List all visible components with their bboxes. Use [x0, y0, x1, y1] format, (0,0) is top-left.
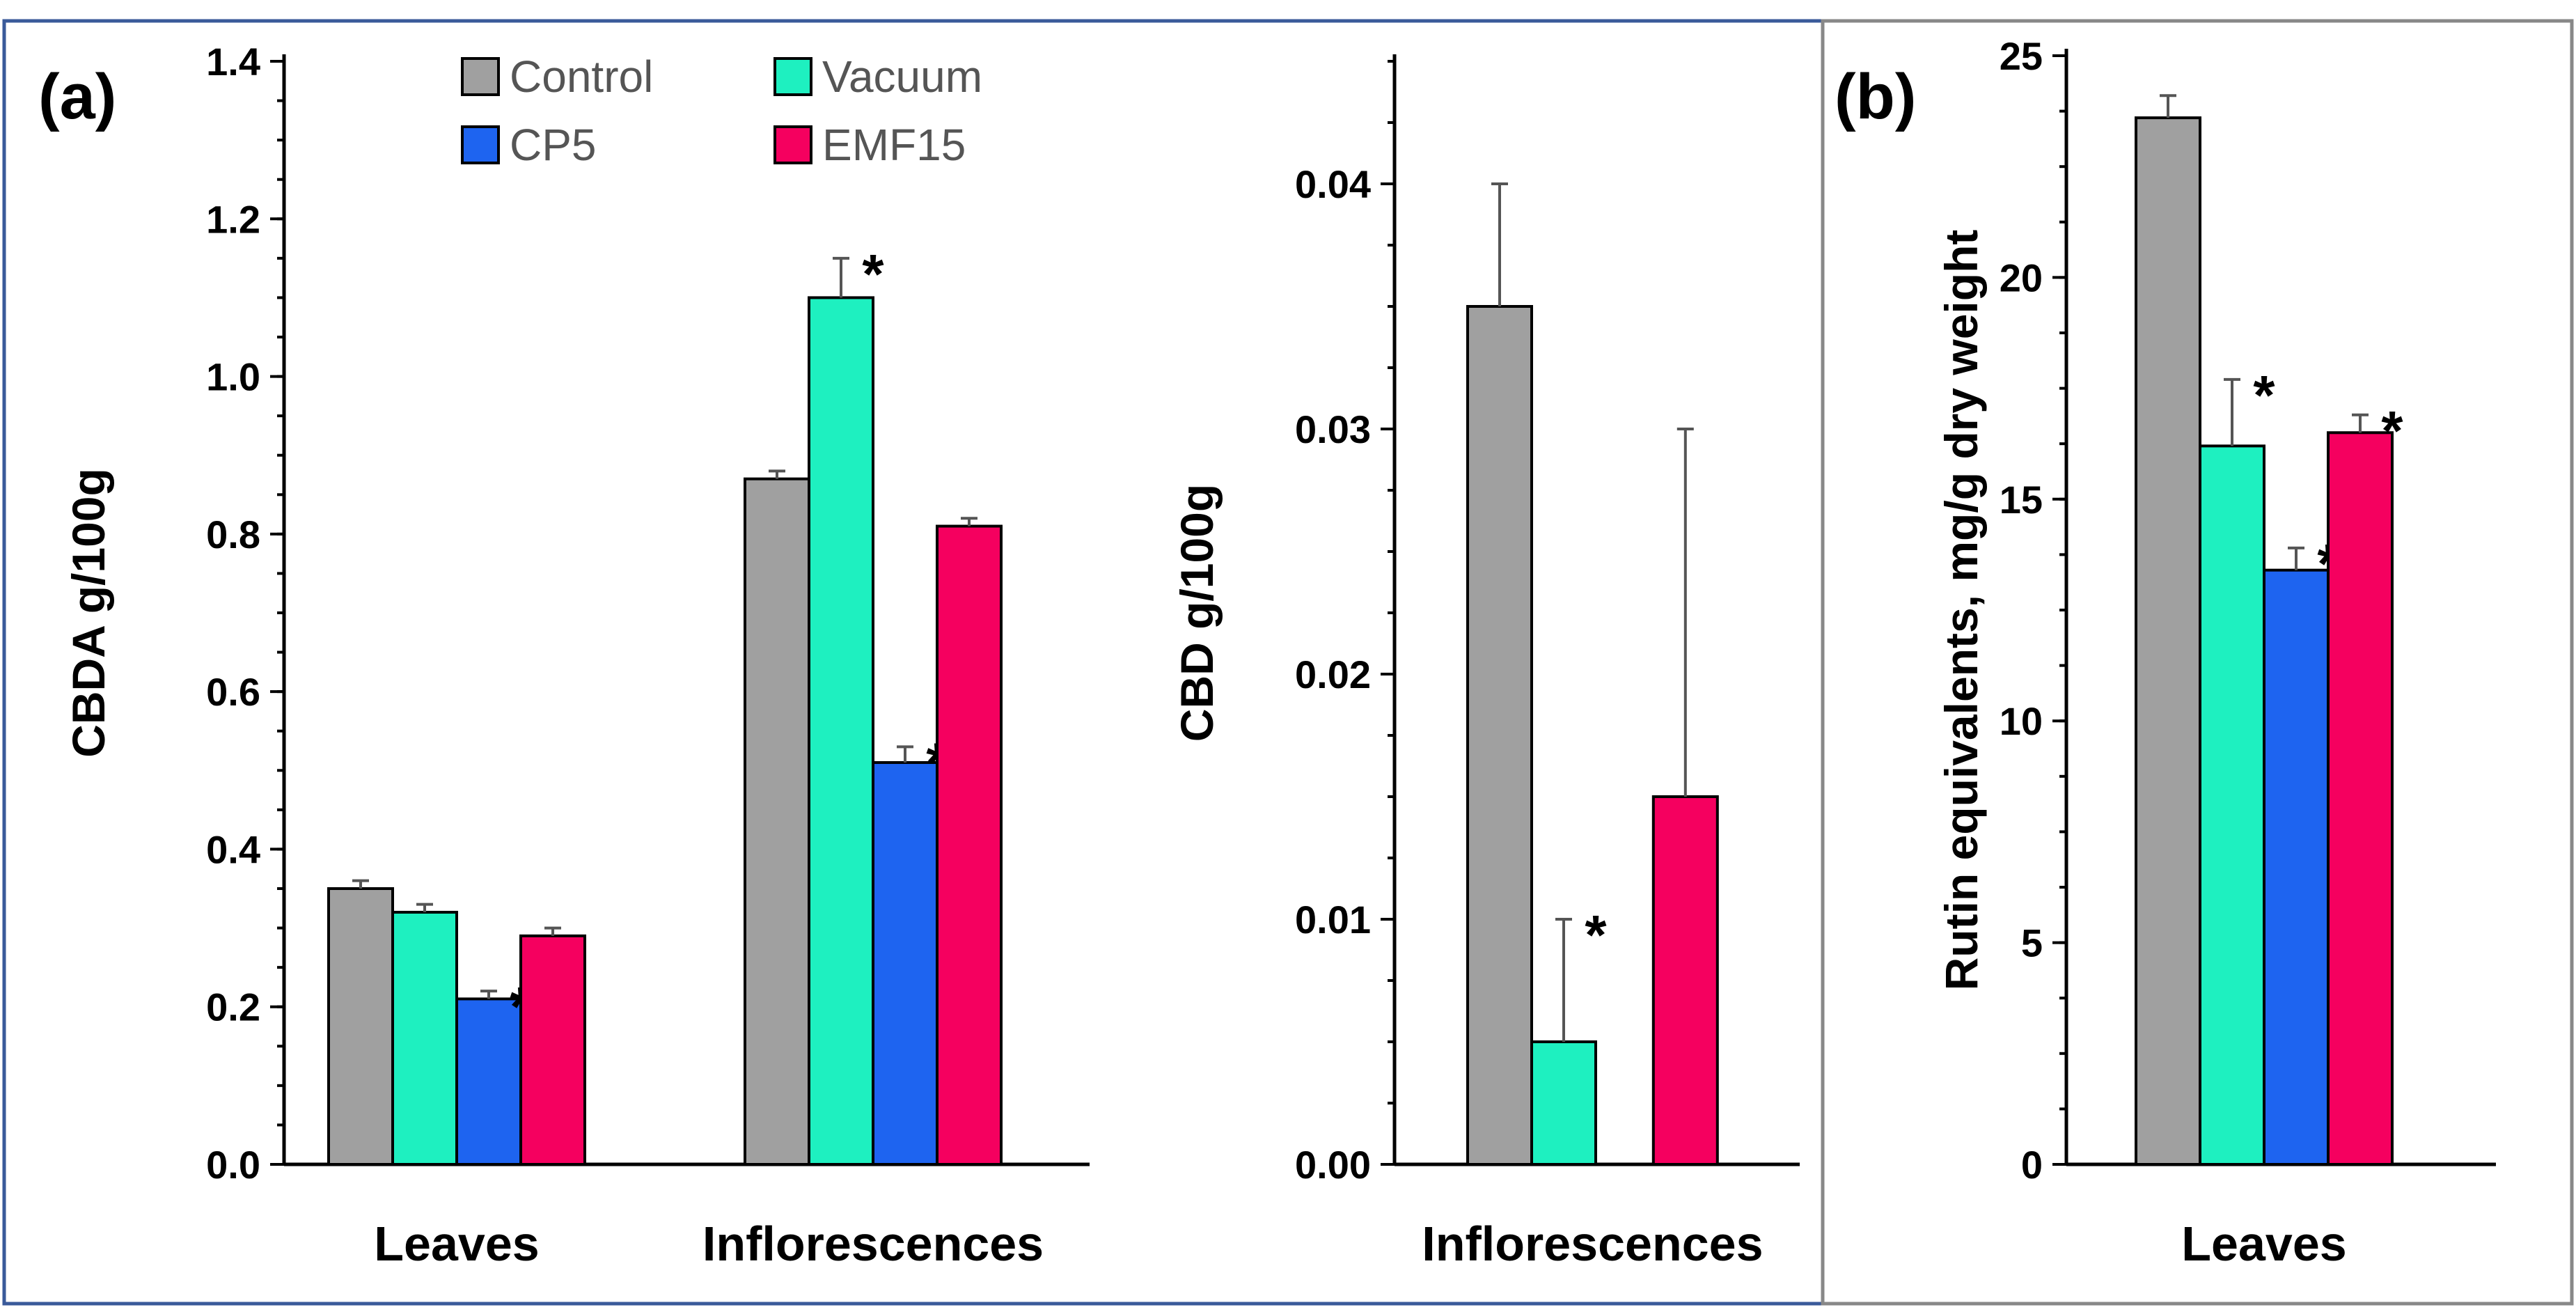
- cbda-tick-label: 0.4: [206, 827, 260, 871]
- chart-cbd: 0.00 0.01 0.02 0.03 0.04 CBD g/100g * Infloresc…: [1171, 54, 1800, 1271]
- cbd-tick-label: 0.04: [1295, 162, 1371, 206]
- cbd-tick-label: 0.01: [1295, 898, 1371, 942]
- cbda-bar-vacuum-leaves: [391, 910, 458, 1166]
- rutin-tick-label: 5: [2021, 921, 2043, 965]
- cbda-tick-label: 0.6: [206, 670, 260, 714]
- cbda-tick-label: 0.8: [206, 513, 260, 556]
- cbd-category-label: Inflorescences: [1422, 1217, 1763, 1271]
- cbda-bar-vacuum-inflorescences: [808, 296, 874, 1166]
- rutin-significance-marker: *: [2253, 364, 2275, 426]
- legend-swatch-emf15: [773, 125, 812, 164]
- rutin-tick-label: 25: [2000, 34, 2043, 78]
- rutin-y-axis-label: Rutin equivalents, mg/g dry weight: [1935, 230, 1987, 991]
- cbda-y-axis-label: CBDA g/100g: [63, 468, 114, 758]
- legend-swatch-vacuum: [773, 57, 812, 96]
- cbd-tick-label: 0.03: [1295, 407, 1371, 451]
- cbda-bar-emf15-inflorescences: [936, 524, 1003, 1166]
- rutin-tick-label: 15: [2000, 478, 2043, 522]
- legend-label-emf15: EMF15: [822, 120, 966, 170]
- legend-swatch-cp5: [461, 125, 500, 164]
- rutin-bar-vacuum-leaves: [2199, 444, 2265, 1166]
- legend-label-vacuum: Vacuum: [822, 52, 982, 102]
- cbda-category-label: Inflorescences: [702, 1217, 1044, 1271]
- rutin-significance-marker: *: [2381, 400, 2403, 462]
- cbd-tick-label: 0.02: [1295, 653, 1371, 696]
- cbda-tick-label: 1.0: [206, 355, 260, 399]
- panel-b-label: (b): [1835, 61, 1916, 132]
- rutin-tick-label: 20: [2000, 256, 2043, 299]
- cbda-bar-emf15-leaves: [519, 934, 586, 1166]
- chart-rutin: 0 5 10 15 20 25 Rutin equivalents, mg/g dry we…: [1935, 34, 2496, 1271]
- cbd-bar-emf15-inflorescences: [1651, 795, 1719, 1166]
- rutin-tick-label: 0: [2021, 1143, 2043, 1187]
- rutin-bar-cp5-leaves: [2263, 568, 2330, 1166]
- legend-label-cp5: CP5: [510, 120, 597, 170]
- panel-a-label: (a): [38, 61, 116, 132]
- cbd-bar-control-inflorescences: [1466, 305, 1533, 1166]
- legend: Control Vacuum CP5 EMF15: [461, 52, 982, 170]
- legend-swatch-control: [461, 57, 500, 96]
- cbd-bar-vacuum-inflorescences: [1530, 1040, 1597, 1166]
- cbda-bar-control-inflorescences: [744, 477, 810, 1166]
- rutin-category-label: Leaves: [2181, 1217, 2346, 1271]
- rutin-bar-control-leaves: [2135, 116, 2201, 1166]
- rutin-tick-label: 10: [2000, 699, 2043, 743]
- cbda-bar-cp5-inflorescences: [872, 760, 938, 1166]
- chart-cbda: 0.0 0.2 0.4 0.6 0.8 1.0 1.2 1.4 CBDA g/100g * Leav…: [63, 40, 1090, 1271]
- cbda-tick-label: 1.4: [206, 40, 260, 84]
- cbd-significance-marker: *: [1585, 904, 1607, 966]
- cbda-bar-control-leaves: [327, 887, 394, 1166]
- cbda-category-label: Leaves: [374, 1217, 539, 1271]
- cbda-tick-label: 0.0: [206, 1143, 260, 1187]
- panel-b-frame: [1821, 19, 2574, 1306]
- rutin-bar-emf15-leaves: [2327, 431, 2394, 1166]
- cbd-tick-label: 0.00: [1295, 1143, 1371, 1187]
- cbda-significance-marker: *: [862, 243, 884, 305]
- cbda-tick-label: 1.2: [206, 197, 260, 241]
- cbda-tick-label: 0.2: [206, 985, 260, 1029]
- cbd-y-axis-label: CBD g/100g: [1171, 484, 1223, 742]
- legend-label-control: Control: [510, 52, 653, 102]
